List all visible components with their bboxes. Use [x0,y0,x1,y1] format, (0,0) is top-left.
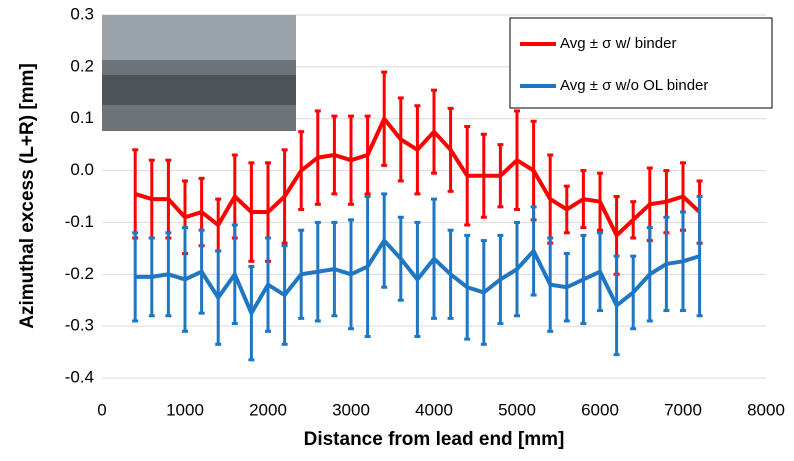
x-tick-label: 6000 [581,400,619,419]
y-tick-label: 0.1 [70,108,94,127]
x-tick-label: 2000 [249,400,287,419]
series-line [135,238,701,316]
y-tick-label: 0.3 [70,4,94,23]
x-axis-title: Distance from lead end [mm] [304,429,565,450]
error-bar [696,195,703,318]
x-tick-label: 4000 [415,400,453,419]
y-tick-label: -0.2 [65,264,94,283]
y-tick-label: -0.4 [65,367,94,386]
x-tick-label: 1000 [166,400,204,419]
y-tick-label: 0.2 [70,56,94,75]
y-axis-title: Azimuthal excess (L+R) [mm] [17,63,38,329]
legend-label: Avg ± σ w/o OL binder [560,77,708,94]
inset-photo-sky [102,15,296,60]
x-tick-label: 5000 [498,400,536,419]
x-tick-label: 0 [97,400,106,419]
legend-box [509,17,773,109]
y-tick-label: 0.0 [70,160,94,179]
x-tick-label: 7000 [664,400,702,419]
y-tick-label: -0.3 [65,316,94,335]
series-line [134,116,701,238]
y-tick-label: -0.1 [65,212,94,231]
legend-label: Avg ± σ w/ binder [560,35,676,52]
x-tick-label: 3000 [332,400,370,419]
x-tick-label: 8000 [747,400,785,419]
inset-photo-machine [102,75,296,105]
